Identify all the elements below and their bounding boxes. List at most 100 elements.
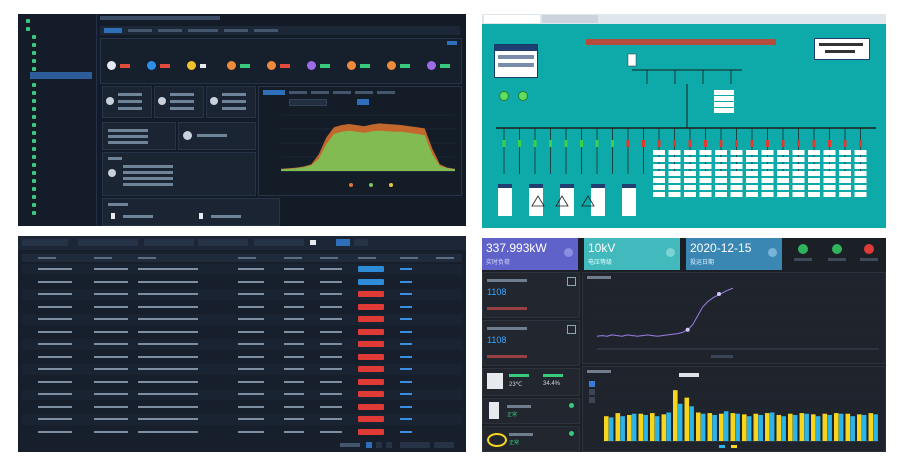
chart-tab[interactable]	[355, 91, 373, 94]
chart-tab[interactable]	[289, 91, 307, 94]
more-button[interactable]	[447, 41, 457, 45]
page-size-select[interactable]	[400, 442, 430, 448]
tab[interactable]	[188, 29, 218, 32]
chart-toggle-button[interactable]	[589, 389, 595, 395]
tab[interactable]	[158, 29, 182, 32]
page-title	[100, 16, 220, 20]
table-cell	[94, 368, 128, 370]
table-cell	[238, 343, 264, 345]
expand-icon[interactable]	[567, 325, 576, 334]
tab[interactable]	[128, 29, 152, 32]
table-row[interactable]	[22, 276, 462, 288]
table-cell	[320, 430, 342, 433]
table-cell	[138, 368, 198, 370]
row-action-link[interactable]	[400, 368, 412, 370]
bar-series-2	[643, 414, 648, 441]
tree-item-selected[interactable]	[30, 72, 92, 79]
table-row[interactable]	[22, 389, 462, 400]
status-label	[828, 258, 846, 261]
row-action-link[interactable]	[400, 293, 412, 295]
info-card	[102, 198, 280, 226]
legend-swatch	[731, 445, 737, 448]
bar-series-1	[834, 413, 839, 441]
page-jump-input[interactable]	[434, 442, 454, 448]
reset-button[interactable]	[354, 239, 368, 246]
bar-series-1	[799, 413, 805, 441]
chart-tab[interactable]	[311, 91, 329, 94]
table-row[interactable]	[22, 414, 462, 425]
chart-tab[interactable]	[333, 91, 351, 94]
current-card: 1108	[482, 320, 580, 366]
page-button-active[interactable]	[366, 442, 372, 448]
current-value-2: 1108	[487, 335, 507, 345]
query-button[interactable]	[357, 99, 369, 105]
status-circle	[427, 61, 436, 70]
tab[interactable]	[224, 29, 248, 32]
bar-series-2	[861, 414, 867, 441]
keyword-input[interactable]	[254, 239, 304, 246]
bar-series-2	[654, 416, 660, 441]
temp-label	[509, 374, 529, 377]
table-row[interactable]	[22, 376, 462, 388]
row-action-link[interactable]	[400, 280, 412, 283]
search-button[interactable]	[336, 239, 350, 246]
tab-active[interactable]	[104, 28, 122, 33]
row-action-link[interactable]	[400, 393, 412, 395]
value-box	[839, 178, 851, 183]
browser-tab[interactable]	[484, 15, 540, 23]
value-box-header	[498, 184, 512, 188]
table-cell	[38, 343, 72, 345]
row-action-link[interactable]	[400, 355, 412, 358]
voltage-icon	[666, 248, 675, 257]
chart-tab-active[interactable]	[263, 90, 285, 95]
meter-line	[118, 107, 142, 110]
browser-tab[interactable]	[542, 15, 598, 23]
chart-toggle-button[interactable]	[589, 381, 595, 387]
chart-tab[interactable]	[377, 91, 395, 94]
row-action-link[interactable]	[400, 405, 412, 408]
table-row[interactable]	[22, 289, 462, 300]
table-cell	[320, 393, 342, 395]
date-start-input[interactable]	[144, 239, 194, 246]
value-box	[746, 150, 758, 155]
table-row[interactable]	[22, 314, 462, 325]
legend-dot	[349, 183, 353, 187]
row-action-link[interactable]	[400, 330, 412, 333]
status-row	[100, 38, 462, 84]
table-row[interactable]	[22, 401, 462, 413]
date-end-input[interactable]	[198, 239, 248, 246]
tab[interactable]	[254, 29, 278, 32]
table-row[interactable]	[22, 264, 462, 275]
date-input[interactable]	[289, 99, 327, 106]
status-dot	[569, 431, 574, 436]
row-action-link[interactable]	[400, 343, 412, 345]
row-action-link[interactable]	[400, 318, 412, 320]
table-cell	[138, 418, 198, 420]
row-action-link[interactable]	[400, 268, 412, 270]
table-cell	[94, 280, 128, 283]
expand-icon[interactable]	[567, 277, 576, 286]
table-row[interactable]	[22, 326, 462, 338]
table-row[interactable]	[22, 351, 462, 363]
filter-select[interactable]	[78, 239, 138, 246]
chart-toggle-button[interactable]	[589, 397, 595, 403]
table-cell	[284, 430, 304, 433]
table-row[interactable]	[22, 301, 462, 313]
clock-line	[825, 50, 855, 53]
table-row[interactable]	[22, 339, 462, 350]
row-action-link[interactable]	[400, 380, 412, 383]
value-box	[761, 164, 774, 169]
transformer-icon	[581, 195, 595, 207]
table-row[interactable]	[22, 364, 462, 375]
page-button[interactable]	[376, 442, 382, 448]
filter-select[interactable]	[22, 239, 68, 246]
row-action-link[interactable]	[400, 430, 412, 433]
row-action-link[interactable]	[400, 305, 412, 308]
table-row[interactable]	[22, 426, 462, 438]
checkbox[interactable]	[310, 240, 316, 245]
row-action-link[interactable]	[400, 418, 412, 420]
meter-card	[206, 86, 256, 118]
value-box	[777, 164, 789, 169]
pagination	[340, 442, 460, 448]
page-button[interactable]	[386, 442, 392, 448]
